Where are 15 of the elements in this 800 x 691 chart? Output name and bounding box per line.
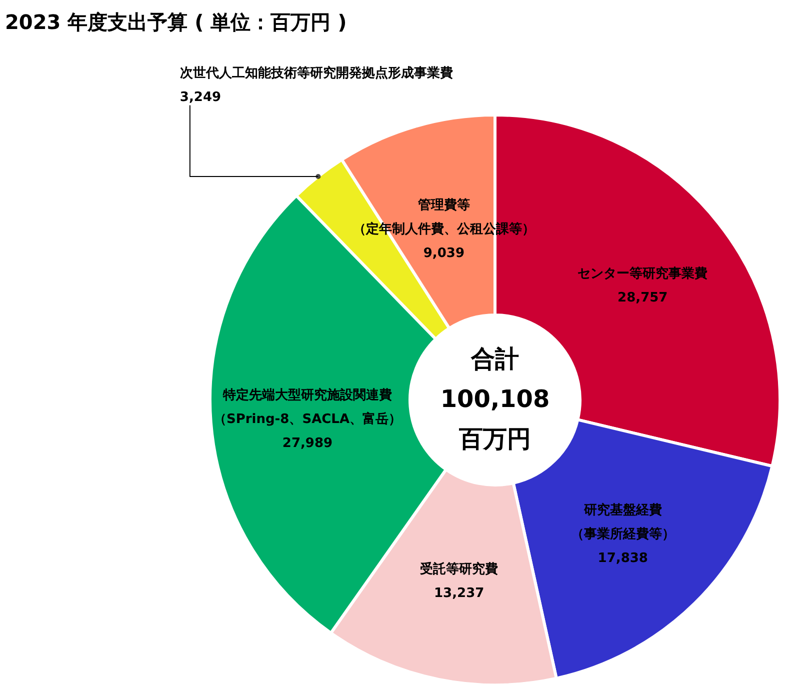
text: 100,108 — [440, 385, 550, 413]
slice-label: 特定先端大型研究施設関連費（SPring-8、SACLA、富岳） — [213, 386, 402, 427]
data-label: 27,989 — [282, 436, 333, 451]
data-label: 3,249 — [180, 90, 222, 106]
slice-label: 受託等研究費 — [419, 560, 498, 577]
text: 合計 — [470, 345, 519, 373]
text: 百万円 — [458, 425, 531, 453]
chart-title: 2023 年度支出予算 ( 単位：百万円 ) — [5, 10, 347, 34]
data-label: 9,039 — [423, 246, 465, 261]
data-label: 17,838 — [598, 551, 648, 566]
slice-label: センター等研究事業費 — [578, 265, 708, 282]
slice-label: 次世代人工知能技術等研究開発拠点形成事業費 — [180, 65, 453, 82]
data-label: 13,237 — [434, 586, 484, 601]
data-label: 28,757 — [618, 290, 668, 306]
slice-label: 研究基盤経費（事業所経費等） — [570, 502, 675, 542]
